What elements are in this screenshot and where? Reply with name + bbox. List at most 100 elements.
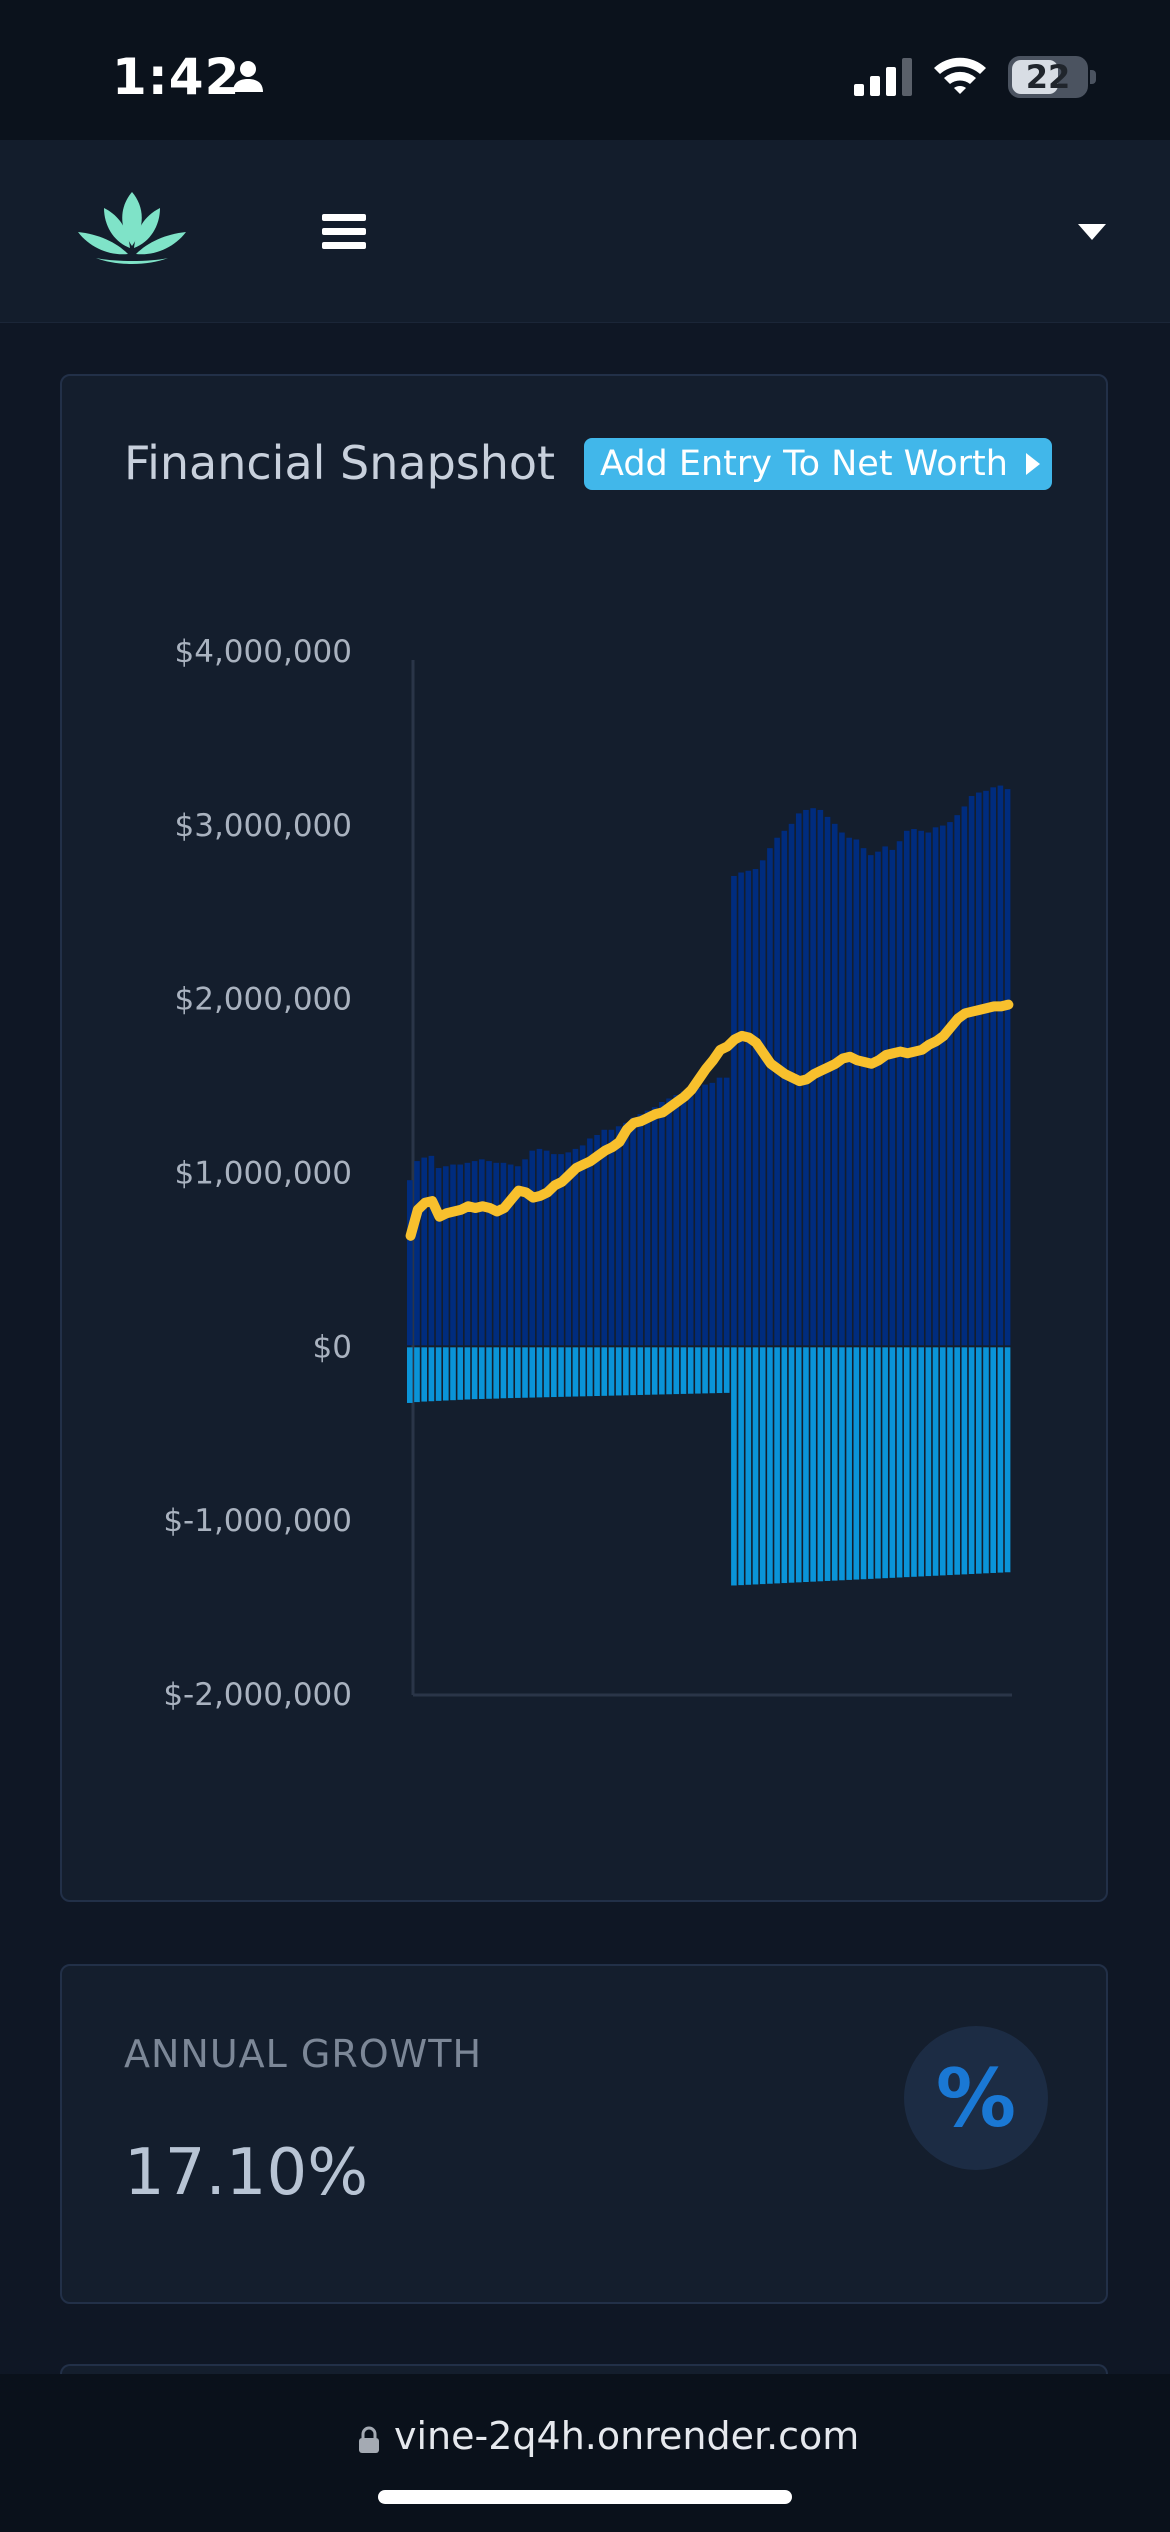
liability-bar — [457, 1347, 464, 1400]
asset-bar — [507, 1164, 514, 1346]
liability-bar — [615, 1347, 622, 1396]
liability-bar — [831, 1347, 838, 1581]
asset-bar — [975, 792, 982, 1346]
liability-bar — [723, 1347, 730, 1393]
liability-bar — [810, 1347, 816, 1582]
add-entry-label: Add Entry To Net Worth — [600, 444, 1008, 484]
asset-bar — [752, 869, 759, 1346]
asset-bar — [954, 815, 960, 1346]
nav-bar — [0, 140, 1170, 323]
liability-bar — [839, 1347, 845, 1581]
url-text[interactable]: vine-2q4h.onrender.com — [394, 2414, 860, 2458]
y-tick-label: $1,000,000 — [175, 1156, 353, 1192]
liability-bar — [781, 1347, 788, 1584]
liability-bar — [788, 1347, 795, 1583]
liability-bar — [752, 1347, 759, 1585]
asset-bar — [767, 848, 773, 1346]
liability-bar — [608, 1347, 615, 1396]
liability-bar — [587, 1347, 593, 1397]
net-worth-chart: $4,000,000 $3,000,000 $2,000,000 $1,000,000… — [163, 634, 1014, 1713]
asset-bar — [738, 872, 744, 1346]
asset-bar — [947, 822, 953, 1346]
asset-bar — [493, 1162, 500, 1346]
asset-bar — [896, 841, 903, 1346]
add-entry-button[interactable]: Add Entry To Net Worth — [584, 438, 1052, 490]
liability-bar — [680, 1347, 687, 1394]
asset-bar — [659, 1101, 665, 1346]
card-title: Financial Snapshot — [124, 436, 556, 490]
asset-bar — [615, 1126, 622, 1346]
liability-bar — [767, 1347, 773, 1584]
liability-bar — [709, 1347, 716, 1394]
asset-bar — [788, 823, 795, 1346]
asset-bar — [471, 1161, 478, 1346]
liability-bar — [954, 1347, 960, 1575]
battery-level — [1012, 60, 1058, 94]
liability-bar — [565, 1347, 572, 1397]
asset-bar — [709, 1082, 716, 1346]
asset-bar — [608, 1129, 615, 1346]
liability-bar — [428, 1347, 435, 1402]
asset-bar — [414, 1161, 420, 1346]
asset-bar — [932, 827, 939, 1346]
liability-bar — [471, 1347, 478, 1400]
liability-bar — [853, 1347, 860, 1580]
asset-bar — [781, 830, 788, 1346]
liability-bar — [515, 1347, 521, 1398]
asset-bar — [594, 1135, 600, 1346]
asset-bar — [687, 1089, 694, 1346]
asset-bar — [745, 870, 752, 1346]
asset-bar — [882, 846, 888, 1346]
asset-bar — [831, 823, 838, 1346]
asset-bar — [479, 1159, 485, 1346]
asset-bar — [587, 1138, 593, 1346]
liability-bar — [738, 1347, 744, 1586]
liability-bar — [774, 1347, 780, 1584]
browser-url-bar[interactable]: vine-2q4h.onrender.com — [0, 2374, 1170, 2532]
liability-bar — [911, 1347, 917, 1577]
asset-bar — [630, 1117, 636, 1346]
asset-bar — [983, 790, 989, 1346]
liability-bar — [507, 1347, 514, 1399]
liability-bar — [435, 1347, 442, 1401]
battery-cap — [1090, 70, 1096, 84]
asset-bar — [644, 1110, 651, 1346]
liability-bar — [529, 1347, 536, 1398]
lotus-logo-icon[interactable] — [76, 188, 188, 268]
liability-bar — [623, 1347, 629, 1396]
asset-bar — [716, 1077, 723, 1346]
financial-snapshot-card: Financial Snapshot Add Entry To Net Wort… — [60, 374, 1108, 1902]
asset-bar — [889, 849, 896, 1346]
asset-bar — [997, 785, 1004, 1346]
asset-bar — [666, 1098, 672, 1346]
y-tick-label: $4,000,000 — [175, 634, 353, 670]
liability-bar — [745, 1347, 752, 1585]
liability-bar — [536, 1347, 543, 1398]
liability-bar — [875, 1347, 881, 1579]
caret-down-icon[interactable] — [1078, 224, 1106, 240]
wifi-icon — [934, 57, 986, 94]
asset-bar — [464, 1162, 471, 1346]
asset-bar — [702, 1084, 708, 1346]
asset-bar — [551, 1154, 557, 1346]
liability-bar — [817, 1347, 824, 1582]
liability-bar — [659, 1347, 665, 1395]
hamburger-menu-icon[interactable] — [322, 214, 366, 250]
liability-bar — [867, 1347, 874, 1579]
liability-bar — [414, 1347, 420, 1403]
asset-bar — [839, 832, 845, 1346]
liability-bar — [975, 1347, 982, 1574]
asset-bar — [428, 1155, 435, 1346]
liability-bar — [479, 1347, 485, 1399]
asset-bar — [565, 1152, 572, 1346]
liability-bar — [543, 1347, 550, 1398]
liability-bar — [644, 1347, 651, 1395]
liability-bar — [1004, 1347, 1011, 1573]
asset-bar — [867, 855, 874, 1346]
asset-bar — [961, 806, 968, 1346]
y-tick-label: $3,000,000 — [175, 808, 353, 844]
asset-bar — [536, 1148, 543, 1346]
battery-percent: 22 — [1025, 58, 1071, 96]
liability-bar — [421, 1347, 427, 1402]
liability-bar — [464, 1347, 471, 1400]
